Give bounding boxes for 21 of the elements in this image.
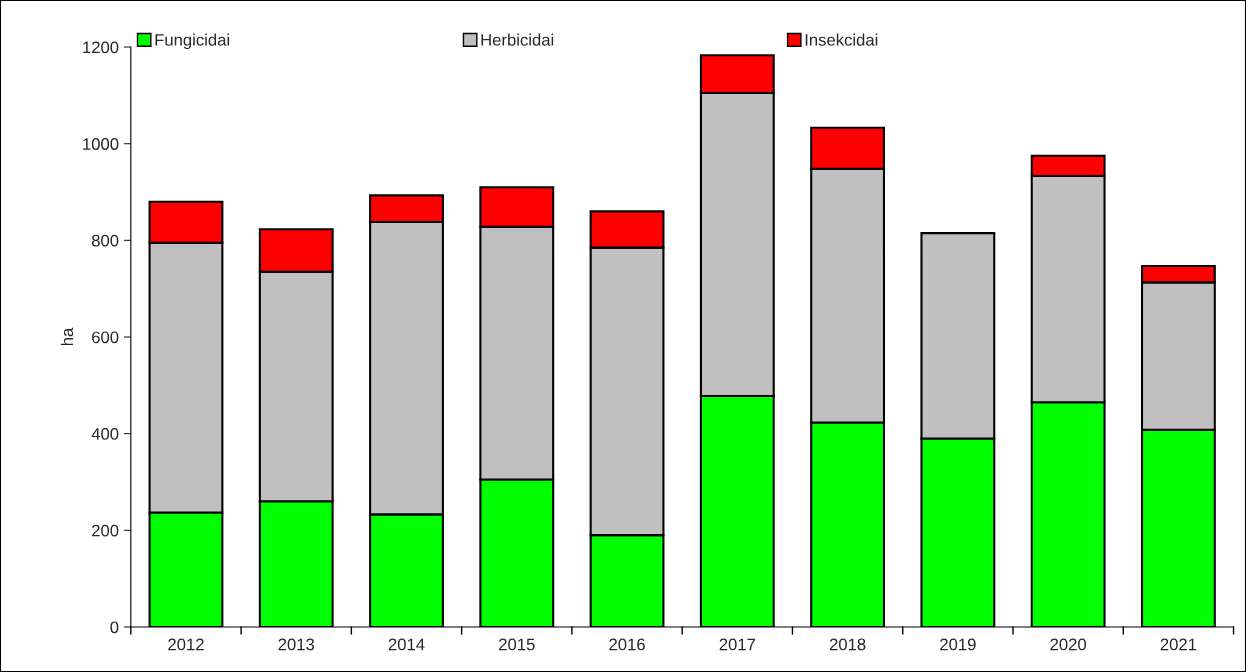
y-tick-label: 0 (110, 621, 119, 634)
x-tick-label: 2019 (940, 638, 976, 651)
legend-label: Herbicidai (481, 33, 554, 46)
x-tick-label: 2013 (278, 638, 315, 651)
y-tick-label: 200 (92, 524, 119, 537)
x-tick-label: 2014 (388, 638, 425, 651)
x-tick-label: 2017 (719, 638, 756, 651)
y-tick-label: 400 (91, 428, 119, 440)
x-tick-label: 2015 (499, 638, 535, 651)
x-tick-label: 2020 (1050, 638, 1087, 651)
x-tick-label: 2021 (1160, 638, 1197, 651)
y-tick-label: 1000 (83, 138, 119, 150)
legend-label: Insekcidai (805, 33, 878, 46)
y-tick-label: 600 (92, 331, 119, 344)
y-axis-title: ha (60, 327, 74, 346)
y-tick-label: 1200 (83, 41, 119, 54)
x-tick-label: 2018 (829, 638, 866, 651)
x-tick-label: 2016 (609, 638, 645, 651)
x-tick-label: 2012 (168, 638, 204, 651)
legend-label: Fungicidai (155, 33, 230, 50)
y-tick-label: 800 (91, 234, 119, 247)
